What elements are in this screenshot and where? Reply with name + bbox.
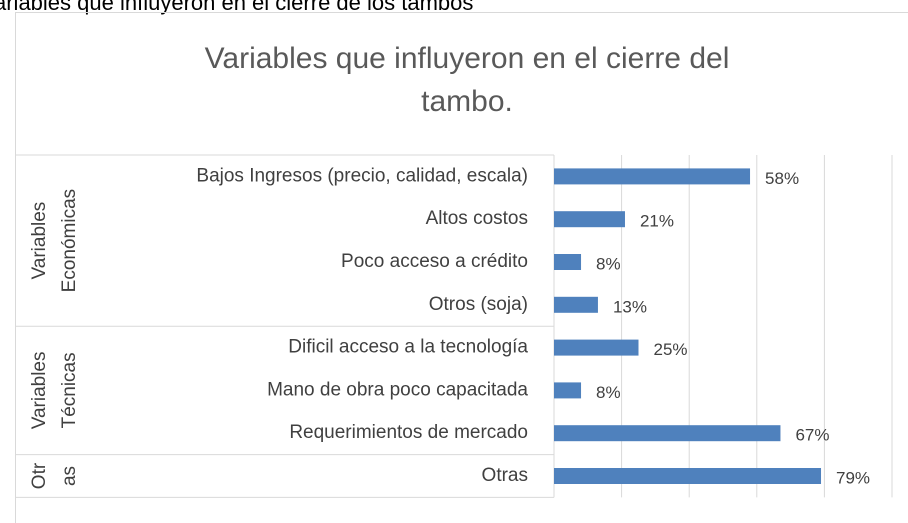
value-label: 8%: [596, 254, 621, 273]
bar: [554, 168, 751, 185]
value-label: 21%: [640, 212, 674, 231]
group-label: Variables: [29, 351, 50, 429]
bar: [554, 254, 582, 270]
chart-title: tambo.: [421, 85, 513, 118]
value-label: 25%: [654, 340, 688, 359]
y-tick-label: Otros (soja): [429, 294, 528, 315]
group-label: Otr: [29, 462, 50, 489]
y-tick-label: Requerimientos de mercado: [289, 422, 528, 443]
bar: [554, 339, 639, 356]
y-tick-label: Altos costos: [426, 208, 528, 229]
bar: [554, 468, 822, 484]
value-label: 58%: [765, 169, 799, 188]
y-tick-label: Poco acceso a crédito: [341, 251, 528, 272]
group-label: Variables: [29, 202, 50, 280]
value-label: 13%: [613, 297, 647, 316]
value-label: 8%: [596, 383, 621, 402]
value-label: 67%: [795, 426, 829, 445]
y-tick-label: Dificil acceso a la tecnología: [288, 337, 528, 358]
caption: ariables que influyeron en el cierre de …: [0, 0, 473, 15]
bar: [554, 211, 625, 228]
group-label: Técnicas: [59, 352, 80, 428]
chart-title: Variables que influyeron en el cierre de…: [205, 42, 730, 75]
group-label: Económicas: [59, 189, 80, 293]
bar: [554, 296, 598, 313]
bar: [554, 425, 781, 442]
bar: [554, 382, 582, 399]
value-label: 79%: [836, 468, 870, 487]
y-tick-label: Bajos Ingresos (precio, calidad, escala): [196, 165, 528, 186]
chart-border: [15, 12, 908, 523]
y-tick-label: Mano de obra poco capacitada: [267, 379, 528, 400]
group-label: as: [59, 466, 80, 486]
y-tick-label: Otras: [482, 465, 528, 486]
